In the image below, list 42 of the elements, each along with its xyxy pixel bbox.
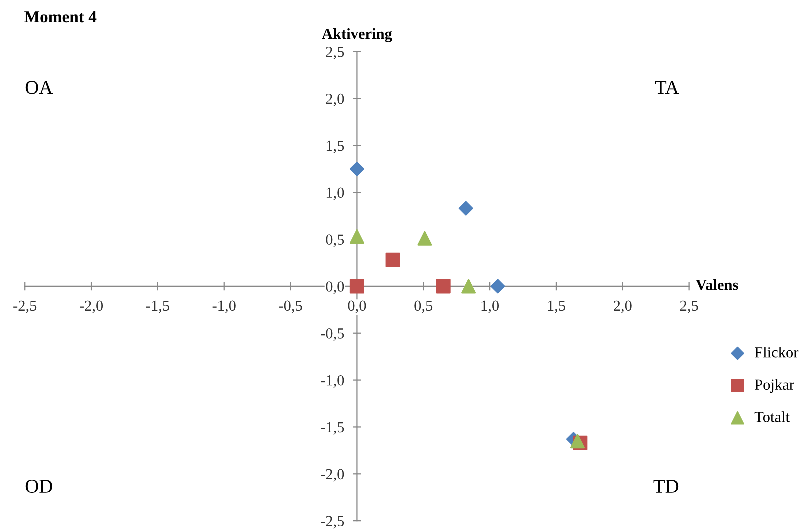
legend-label: Pojkar bbox=[755, 379, 794, 394]
x-tick-label: 0,0 bbox=[348, 300, 366, 314]
y-axis-title: Aktivering bbox=[322, 28, 392, 42]
chart-title: Moment 4 bbox=[24, 12, 97, 23]
y-tick-label: 2,0 bbox=[326, 94, 344, 106]
point bbox=[462, 279, 476, 294]
y-tick-label: -2,0 bbox=[321, 469, 344, 482]
point bbox=[350, 279, 364, 294]
annotation: TD bbox=[654, 480, 679, 493]
point bbox=[570, 434, 586, 449]
point bbox=[350, 229, 364, 244]
point bbox=[436, 279, 451, 294]
point bbox=[490, 279, 506, 294]
annotation: OA bbox=[26, 81, 54, 94]
x-tick-label: 2,5 bbox=[680, 300, 698, 314]
annotation: OD bbox=[26, 480, 52, 494]
x-tick-label: -1,0 bbox=[212, 300, 236, 314]
legend-label: Totalt bbox=[754, 412, 790, 422]
y-tick-label: 0,5 bbox=[326, 234, 344, 248]
x-tick-label: -1,5 bbox=[146, 300, 170, 314]
x-axis-title: Valens bbox=[696, 280, 738, 290]
x-tick-label: 0,5 bbox=[414, 300, 433, 314]
x-tick-label: -0,5 bbox=[279, 300, 302, 314]
y-tick-label: -1,5 bbox=[321, 422, 344, 435]
y-tick-label: -1,0 bbox=[321, 375, 344, 388]
legend-label: Flickor bbox=[755, 347, 799, 358]
y-tick-label: 0,0 bbox=[326, 282, 344, 294]
x-tick-label: -2,0 bbox=[80, 300, 104, 314]
point bbox=[458, 201, 474, 216]
x-tick-label: 2,0 bbox=[614, 300, 632, 314]
x-tick-label: 1,5 bbox=[548, 300, 566, 314]
y-tick-label: -0,5 bbox=[321, 328, 344, 342]
x-tick-label: 1,0 bbox=[482, 300, 500, 314]
y-tick-label: 2,5 bbox=[326, 47, 344, 60]
y-tick-label: 1,0 bbox=[326, 188, 344, 200]
x-tick-label: -2,5 bbox=[14, 300, 37, 314]
annotation: TA bbox=[655, 81, 680, 94]
y-tick-label: -2,5 bbox=[321, 516, 344, 529]
point bbox=[386, 252, 400, 268]
y-tick-label: 1,5 bbox=[326, 140, 344, 154]
point bbox=[418, 231, 432, 246]
point bbox=[350, 162, 364, 176]
